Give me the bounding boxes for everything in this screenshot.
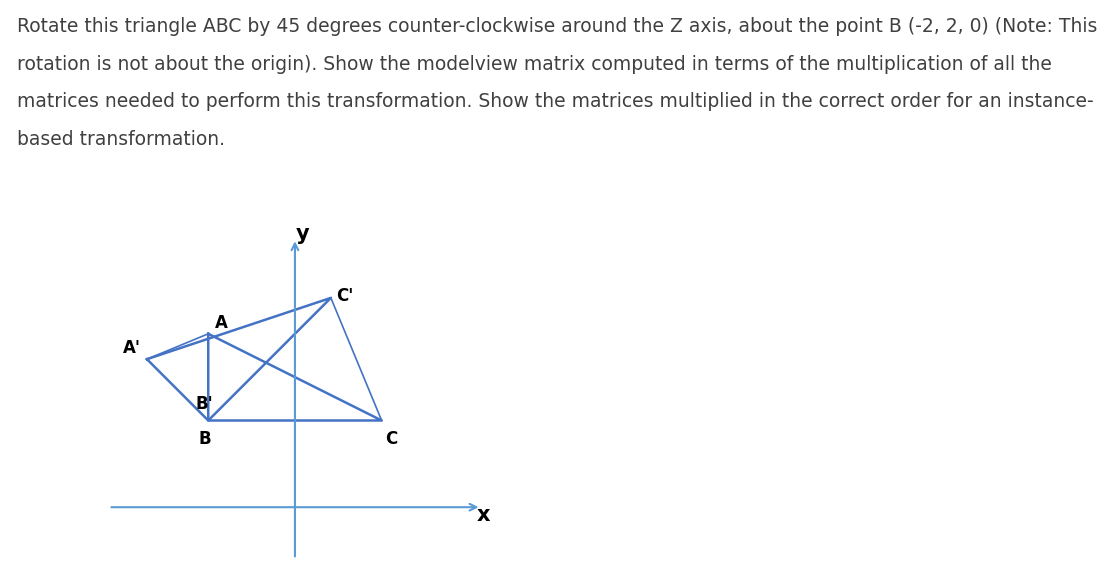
Text: based transformation.: based transformation. xyxy=(17,130,225,149)
Text: y: y xyxy=(296,224,309,244)
Text: matrices needed to perform this transformation. Show the matrices multiplied in : matrices needed to perform this transfor… xyxy=(17,92,1093,112)
Text: x: x xyxy=(476,505,490,525)
Text: rotation is not about the origin). Show the modelview matrix computed in terms o: rotation is not about the origin). Show … xyxy=(17,55,1052,74)
Text: B: B xyxy=(198,430,211,448)
Text: A': A' xyxy=(122,339,140,357)
Text: C': C' xyxy=(336,287,354,305)
Text: C: C xyxy=(385,430,397,448)
Text: A: A xyxy=(215,314,228,332)
Text: B': B' xyxy=(195,395,213,413)
Text: Rotate this triangle ABC by 45 degrees counter-clockwise around the Z axis, abou: Rotate this triangle ABC by 45 degrees c… xyxy=(17,17,1097,36)
